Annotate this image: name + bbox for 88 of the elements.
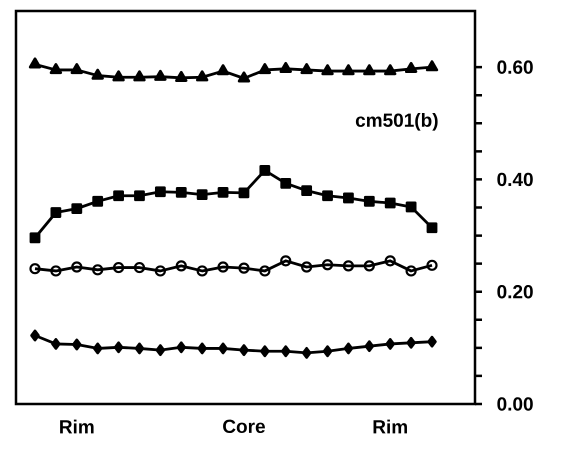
point [364,196,375,207]
point [196,189,208,200]
point [114,341,124,354]
point [112,262,124,274]
point [154,265,166,277]
point [50,265,62,277]
point [302,347,312,359]
point [322,345,332,358]
point [196,265,208,277]
point [238,262,250,274]
point [280,62,292,73]
point [113,190,124,202]
point [92,342,102,354]
point [133,70,146,82]
point [280,345,291,358]
point [426,222,438,234]
point [50,63,62,74]
point [301,185,312,196]
point [344,342,354,354]
point [216,64,230,76]
y-tick-label: 0.00 [497,397,533,411]
point [134,262,146,274]
point [343,192,354,204]
point [342,64,355,76]
point [134,190,145,202]
point [50,207,62,218]
point [280,178,292,189]
point [175,70,188,82]
point [300,63,313,74]
point [301,261,312,273]
point [154,186,166,198]
y-tick-label: 0.40 [497,172,533,186]
point [218,186,228,198]
point [321,64,334,76]
point [260,345,270,358]
point [71,261,82,273]
point [238,71,250,83]
point [134,342,144,354]
point [259,265,270,277]
point [427,336,437,348]
point [92,264,104,276]
point [72,338,82,350]
point [364,340,374,352]
point [156,344,166,356]
point [322,190,333,202]
x-tick-label: Core [223,420,265,434]
point [30,232,40,244]
annotation: cm501(b) [356,112,438,131]
point [258,63,272,74]
point [197,342,207,354]
point [70,63,83,74]
point [29,263,41,274]
point [51,338,61,350]
point [217,261,229,273]
point [112,70,125,82]
point [196,70,208,82]
point [384,198,396,208]
point [92,68,104,80]
point [92,196,104,207]
point [404,62,418,73]
y-tick-label: 0.20 [497,284,533,298]
point [154,70,167,81]
point [30,330,40,342]
point [322,259,334,270]
point [280,255,292,266]
point [406,202,417,212]
x-tick-label: Rim [60,420,94,434]
point [363,64,376,76]
point [28,57,42,68]
y-tick-label: 0.60 [497,60,533,74]
point [384,64,396,76]
point [426,60,438,72]
point [426,260,438,271]
point [385,338,395,350]
point [259,165,270,176]
point [71,203,82,214]
point [218,342,228,354]
point [406,265,417,277]
point [342,260,354,272]
point [384,255,396,266]
point [406,336,416,349]
point [176,260,187,272]
point [239,344,249,356]
point [176,341,186,354]
point [238,188,250,198]
x-tick-label: Rim [374,420,407,434]
point [364,260,375,272]
point [176,186,187,198]
